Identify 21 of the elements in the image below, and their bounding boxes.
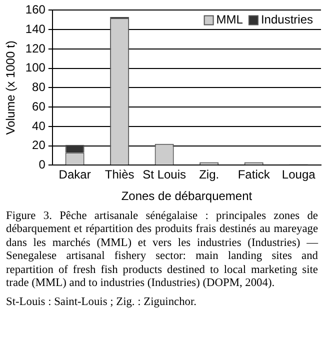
y-tick-label: 140 [25,22,46,36]
y-tick-label: 160 [25,2,46,17]
x-tick-label: Thiès [104,168,134,182]
x-tick-label: St Louis [142,168,186,182]
x-tick-label: Dakar [58,168,91,182]
y-tick-label: 20 [32,138,46,152]
x-axis-title: Zones de débarquement [121,189,253,204]
y-tick-label: 80 [32,80,46,94]
x-tick-label: Fatick [238,168,271,182]
y-axis-title: Volume (x 1000 t) [4,40,18,135]
x-tick-label: Zig. [199,168,220,182]
caption: Figure 3. Pêche artisanale sénégalaise : principales zones de débarquement et répartition des produits frais destinés au mareyage dans les marchés (MML) et vers les industries (Industries) — Senegalese artisanal fishery sector: main landing sites and repartition of fresh fish products destined to local marketing site trade (MML) and to industries (Industries) (DOPM, 2004). [6,210,318,290]
legend-label: Industries [260,12,314,27]
y-tick-label: 120 [25,41,46,56]
y-tick-label: 40 [32,118,46,133]
y-tick-label: 100 [25,60,46,75]
legend-label: MML [216,12,244,27]
x-tick-label: Louga [282,168,316,182]
y-tick-label: 60 [32,99,46,114]
text: St-Louis : Saint-Louis ; Zig. : Ziguinchor. [6,296,198,310]
y-tick-label: 0 [38,158,46,172]
